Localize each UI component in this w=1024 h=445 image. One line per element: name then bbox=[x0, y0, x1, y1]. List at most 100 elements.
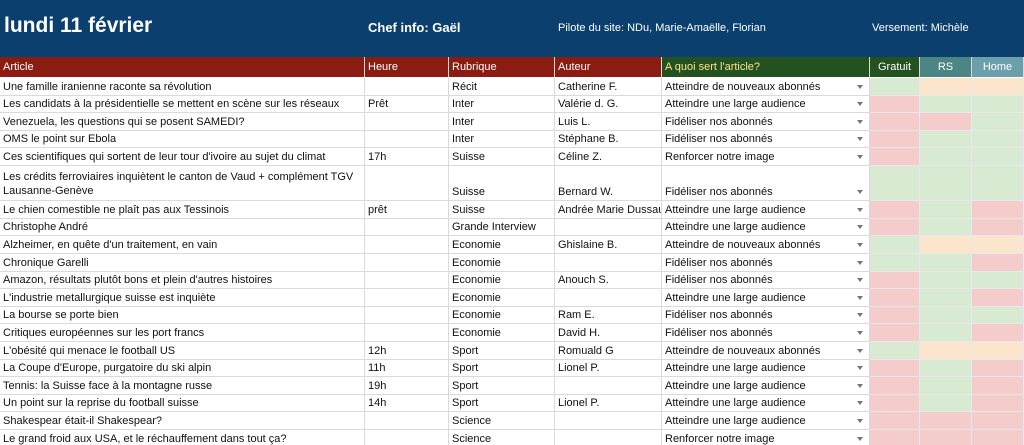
dropdown-arrow[interactable] bbox=[857, 225, 863, 230]
status-cell bbox=[920, 306, 972, 325]
status-cell bbox=[972, 271, 1024, 290]
cell bbox=[365, 324, 449, 342]
cell bbox=[365, 412, 449, 430]
dropdown-arrow[interactable] bbox=[857, 295, 863, 300]
dropdown-arrow[interactable] bbox=[857, 436, 863, 441]
cell: Economie bbox=[449, 289, 555, 307]
dropdown-cell[interactable]: Atteindre une large audience bbox=[662, 377, 870, 395]
cell: Alzheimer, en quête d'un traitement, en … bbox=[0, 236, 365, 254]
cell: Stéphane B. bbox=[555, 130, 662, 149]
status-cell bbox=[972, 412, 1024, 430]
dropdown-arrow[interactable] bbox=[857, 242, 863, 247]
status-cell bbox=[870, 78, 920, 96]
cell bbox=[555, 377, 662, 395]
dropdown-arrow[interactable] bbox=[857, 383, 863, 388]
cell: Science bbox=[449, 430, 555, 445]
dropdown-cell[interactable]: Atteindre une large audience bbox=[662, 394, 870, 413]
dropdown-cell[interactable]: Renforcer notre image bbox=[662, 148, 870, 166]
dropdown-cell[interactable]: Renforcer notre image bbox=[662, 430, 870, 445]
status-cell bbox=[870, 166, 920, 202]
cell: Suisse bbox=[449, 148, 555, 166]
header-bar: lundi 11 février Chef info: Gaël Pilote … bbox=[0, 0, 1024, 57]
column-header: Home bbox=[972, 57, 1024, 77]
status-cell bbox=[870, 148, 920, 166]
cell: prêt bbox=[365, 201, 449, 219]
dropdown-arrow[interactable] bbox=[857, 366, 863, 371]
dropdown-cell[interactable]: Atteindre une large audience bbox=[662, 95, 870, 114]
column-header: Auteur bbox=[555, 57, 662, 77]
status-cell bbox=[920, 78, 972, 96]
pilote: Pilote du site: NDu, Marie-Amaëlle, Flor… bbox=[558, 22, 766, 34]
status-cell bbox=[920, 201, 972, 219]
dropdown-cell[interactable]: Atteindre une large audience bbox=[662, 201, 870, 219]
cell: Valérie d. G. bbox=[555, 95, 662, 114]
status-cell bbox=[870, 377, 920, 395]
cell: Science bbox=[449, 412, 555, 430]
dropdown-cell[interactable]: Atteindre une large audience bbox=[662, 412, 870, 430]
column-header: Article bbox=[0, 57, 365, 77]
dropdown-arrow[interactable] bbox=[857, 401, 863, 406]
dropdown-arrow[interactable] bbox=[857, 119, 863, 124]
status-cell bbox=[870, 254, 920, 272]
cell: Economie bbox=[449, 324, 555, 342]
dropdown-cell[interactable]: Fidéliser nos abonnés bbox=[662, 324, 870, 342]
dropdown-cell[interactable]: Atteindre une large audience bbox=[662, 359, 870, 378]
cell: Le grand froid aux USA, et le réchauffem… bbox=[0, 430, 365, 445]
cell: 19h bbox=[365, 377, 449, 395]
dropdown-arrow[interactable] bbox=[857, 84, 863, 89]
cell: Une famille iranienne raconte sa révolut… bbox=[0, 78, 365, 96]
status-cell bbox=[920, 342, 972, 360]
status-cell bbox=[972, 201, 1024, 219]
status-cell bbox=[920, 377, 972, 395]
dropdown-arrow[interactable] bbox=[857, 313, 863, 318]
status-cell bbox=[972, 430, 1024, 445]
dropdown-cell[interactable]: Atteindre une large audience bbox=[662, 218, 870, 237]
cell bbox=[365, 289, 449, 307]
dropdown-arrow[interactable] bbox=[857, 154, 863, 159]
dropdown-cell[interactable]: Fidéliser nos abonnés bbox=[662, 130, 870, 149]
dropdown-cell[interactable]: Fidéliser nos abonnés bbox=[662, 113, 870, 131]
dropdown-cell[interactable]: Atteindre une large audience bbox=[662, 289, 870, 307]
cell: Critiques européennes sur les port franc… bbox=[0, 324, 365, 342]
cell: La Coupe d'Europe, purgatoire du ski alp… bbox=[0, 359, 365, 378]
dropdown-arrow[interactable] bbox=[857, 207, 863, 212]
dropdown-cell[interactable]: Atteindre de nouveaux abonnés bbox=[662, 78, 870, 96]
status-cell bbox=[920, 236, 972, 254]
column-header: Rubrique bbox=[449, 57, 555, 77]
cell bbox=[365, 254, 449, 272]
cell: David H. bbox=[555, 324, 662, 342]
dropdown-arrow[interactable] bbox=[857, 278, 863, 283]
dropdown-arrow[interactable] bbox=[857, 190, 863, 195]
dropdown-arrow[interactable] bbox=[857, 260, 863, 265]
dropdown-cell[interactable]: Fidéliser nos abonnés bbox=[662, 271, 870, 290]
status-cell bbox=[870, 430, 920, 445]
status-cell bbox=[920, 113, 972, 131]
dropdown-arrow[interactable] bbox=[857, 137, 863, 142]
cell: Récit bbox=[449, 78, 555, 96]
cell: Economie bbox=[449, 271, 555, 290]
dropdown-cell[interactable]: Fidéliser nos abonnés bbox=[662, 166, 870, 202]
chef: Chef info: Gaël bbox=[368, 20, 461, 35]
cell: Economie bbox=[449, 306, 555, 325]
dropdown-cell[interactable]: Fidéliser nos abonnés bbox=[662, 306, 870, 325]
dropdown-cell[interactable]: Atteindre de nouveaux abonnés bbox=[662, 236, 870, 254]
cell: Suisse bbox=[449, 166, 555, 202]
status-cell bbox=[972, 342, 1024, 360]
dropdown-arrow[interactable] bbox=[857, 102, 863, 107]
dropdown-cell[interactable]: Fidéliser nos abonnés bbox=[662, 254, 870, 272]
cell: Andrée Marie Dussault bbox=[555, 201, 662, 219]
status-cell bbox=[870, 359, 920, 378]
cell: Ghislaine B. bbox=[555, 236, 662, 254]
status-cell bbox=[972, 289, 1024, 307]
status-cell bbox=[972, 95, 1024, 114]
dropdown-arrow[interactable] bbox=[857, 418, 863, 423]
cell: L'industrie metallurgique suisse est inq… bbox=[0, 289, 365, 307]
cell bbox=[555, 412, 662, 430]
cell: Luis L. bbox=[555, 113, 662, 131]
dropdown-arrow[interactable] bbox=[857, 348, 863, 353]
status-cell bbox=[920, 254, 972, 272]
dropdown-arrow[interactable] bbox=[857, 330, 863, 335]
dropdown-cell[interactable]: Atteindre de nouveaux abonnés bbox=[662, 342, 870, 360]
cell: Ram E. bbox=[555, 306, 662, 325]
status-cell bbox=[972, 130, 1024, 149]
